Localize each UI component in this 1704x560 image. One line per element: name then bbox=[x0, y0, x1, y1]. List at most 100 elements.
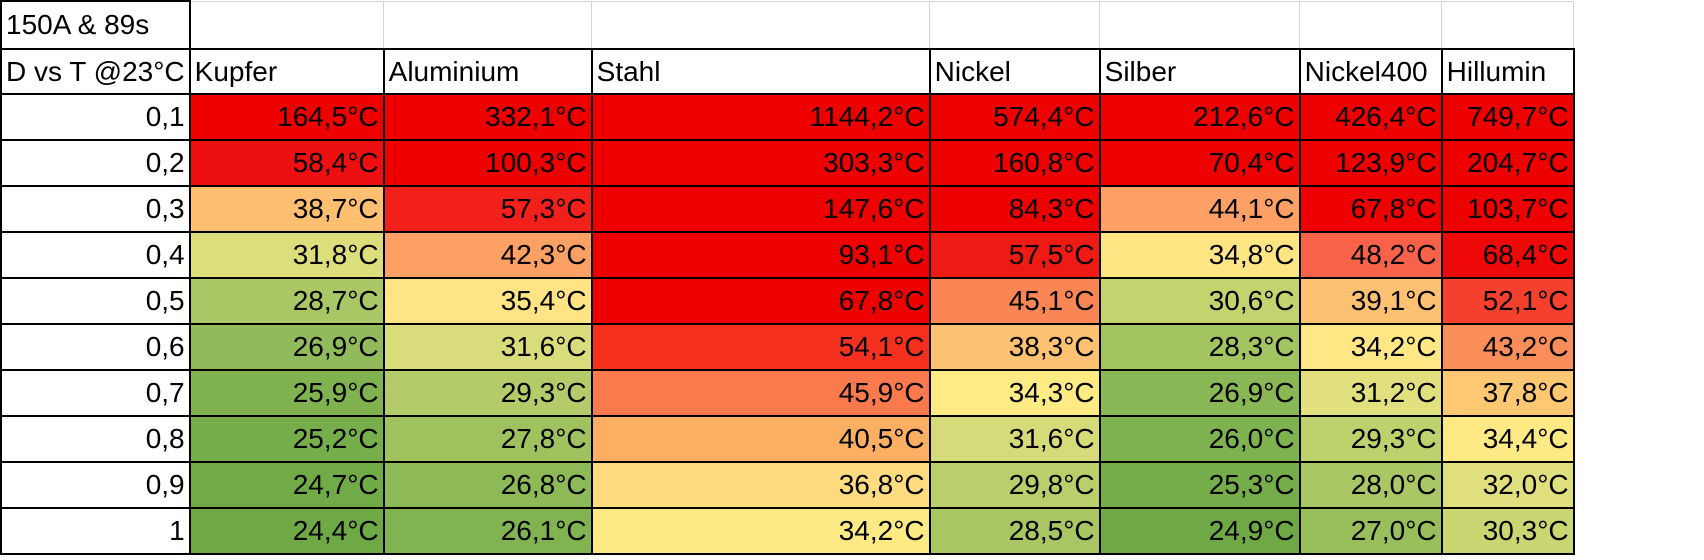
temperature-cell[interactable]: 26,0°C bbox=[1098, 415, 1301, 463]
row-label[interactable]: 0,4 bbox=[0, 231, 191, 279]
temperature-cell[interactable]: 1144,2°C bbox=[590, 93, 931, 141]
temperature-cell[interactable]: 160,8°C bbox=[928, 139, 1101, 187]
temperature-cell[interactable]: 34,2°C bbox=[1298, 323, 1443, 371]
temperature-cell[interactable]: 103,7°C bbox=[1440, 185, 1575, 233]
temperature-cell[interactable]: 31,8°C bbox=[188, 231, 385, 279]
temperature-cell[interactable]: 31,2°C bbox=[1298, 369, 1443, 417]
temperature-cell[interactable]: 204,7°C bbox=[1440, 139, 1575, 187]
temperature-cell[interactable]: 574,4°C bbox=[928, 93, 1101, 141]
row-label[interactable]: 0,2 bbox=[0, 139, 191, 187]
temperature-cell[interactable]: 303,3°C bbox=[590, 139, 931, 187]
temperature-cell[interactable]: 34,4°C bbox=[1440, 415, 1575, 463]
table-row: 1 24,4°C 26,1°C 34,2°C 28,5°C 24,9°C 27,0°C 30,… bbox=[0, 507, 1575, 555]
temperature-cell[interactable]: 84,3°C bbox=[928, 185, 1101, 233]
corner-label[interactable]: D vs T @23°C bbox=[0, 48, 191, 95]
row-label[interactable]: 0,9 bbox=[0, 461, 191, 509]
table-row: 0,2 58,4°C 100,3°C 303,3°C 160,8°C 70,4°C 123,… bbox=[0, 139, 1575, 187]
table-row: 0,8 25,2°C 27,8°C 40,5°C 31,6°C 26,0°C 29,3°C 3… bbox=[0, 415, 1575, 463]
table-title[interactable]: 150A & 89s bbox=[0, 0, 191, 50]
temperature-cell[interactable]: 44,1°C bbox=[1098, 185, 1301, 233]
table-row: 0,4 31,8°C 42,3°C 93,1°C 57,5°C 34,8°C 48,2°C 6… bbox=[0, 231, 1575, 279]
empty-cell[interactable] bbox=[1441, 0, 1575, 50]
temperature-cell[interactable]: 100,3°C bbox=[382, 139, 593, 187]
temperature-cell[interactable]: 45,1°C bbox=[928, 277, 1101, 325]
temperature-cell[interactable]: 57,3°C bbox=[382, 185, 593, 233]
temperature-cell[interactable]: 26,8°C bbox=[382, 461, 593, 509]
temperature-cell[interactable]: 67,8°C bbox=[1298, 185, 1443, 233]
temperature-cell[interactable]: 54,1°C bbox=[590, 323, 931, 371]
temperature-cell[interactable]: 42,3°C bbox=[382, 231, 593, 279]
temperature-cell[interactable]: 32,0°C bbox=[1440, 461, 1575, 509]
column-header[interactable]: Nickel400 bbox=[1298, 48, 1443, 95]
temperature-cell[interactable]: 34,8°C bbox=[1098, 231, 1301, 279]
temperature-cell[interactable]: 749,7°C bbox=[1440, 93, 1575, 141]
temperature-cell[interactable]: 31,6°C bbox=[928, 415, 1101, 463]
row-label[interactable]: 0,8 bbox=[0, 415, 191, 463]
temperature-cell[interactable]: 28,7°C bbox=[188, 277, 385, 325]
column-header[interactable]: Hillumin bbox=[1440, 48, 1575, 95]
temperature-cell[interactable]: 52,1°C bbox=[1440, 277, 1575, 325]
temperature-cell[interactable]: 38,3°C bbox=[928, 323, 1101, 371]
column-header[interactable]: Stahl bbox=[590, 48, 931, 95]
row-label[interactable]: 0,3 bbox=[0, 185, 191, 233]
row-label[interactable]: 1 bbox=[0, 507, 191, 555]
temperature-cell[interactable]: 68,4°C bbox=[1440, 231, 1575, 279]
empty-cell[interactable] bbox=[189, 0, 385, 50]
temperature-cell[interactable]: 35,4°C bbox=[382, 277, 593, 325]
temperature-cell[interactable]: 29,8°C bbox=[928, 461, 1101, 509]
temperature-cell[interactable]: 27,8°C bbox=[382, 415, 593, 463]
temperature-cell[interactable]: 26,9°C bbox=[188, 323, 385, 371]
temperature-cell[interactable]: 48,2°C bbox=[1298, 231, 1443, 279]
temperature-cell[interactable]: 58,4°C bbox=[188, 139, 385, 187]
empty-cell[interactable] bbox=[591, 0, 931, 50]
temperature-cell[interactable]: 28,5°C bbox=[928, 507, 1101, 555]
temperature-cell[interactable]: 24,7°C bbox=[188, 461, 385, 509]
temperature-cell[interactable]: 164,5°C bbox=[188, 93, 385, 141]
temperature-cell[interactable]: 30,3°C bbox=[1440, 507, 1575, 555]
temperature-cell[interactable]: 24,9°C bbox=[1098, 507, 1301, 555]
empty-cell[interactable] bbox=[929, 0, 1101, 50]
row-label[interactable]: 0,7 bbox=[0, 369, 191, 417]
temperature-cell[interactable]: 70,4°C bbox=[1098, 139, 1301, 187]
empty-cell[interactable] bbox=[1099, 0, 1301, 50]
temperature-cell[interactable]: 67,8°C bbox=[590, 277, 931, 325]
temperature-cell[interactable]: 34,2°C bbox=[590, 507, 931, 555]
temperature-cell[interactable]: 31,6°C bbox=[382, 323, 593, 371]
temperature-cell[interactable]: 28,3°C bbox=[1098, 323, 1301, 371]
temperature-cell[interactable]: 123,9°C bbox=[1298, 139, 1443, 187]
temperature-cell[interactable]: 28,0°C bbox=[1298, 461, 1443, 509]
row-label[interactable]: 0,5 bbox=[0, 277, 191, 325]
temperature-cell[interactable]: 29,3°C bbox=[382, 369, 593, 417]
temperature-cell[interactable]: 93,1°C bbox=[590, 231, 931, 279]
column-header[interactable]: Nickel bbox=[928, 48, 1101, 95]
temperature-cell[interactable]: 37,8°C bbox=[1440, 369, 1575, 417]
temperature-cell[interactable]: 426,4°C bbox=[1298, 93, 1443, 141]
temperature-cell[interactable]: 26,1°C bbox=[382, 507, 593, 555]
temperature-cell[interactable]: 332,1°C bbox=[382, 93, 593, 141]
temperature-cell[interactable]: 30,6°C bbox=[1098, 277, 1301, 325]
temperature-cell[interactable]: 40,5°C bbox=[590, 415, 931, 463]
temperature-cell[interactable]: 24,4°C bbox=[188, 507, 385, 555]
temperature-cell[interactable]: 36,8°C bbox=[590, 461, 931, 509]
row-label[interactable]: 0,1 bbox=[0, 93, 191, 141]
temperature-cell[interactable]: 25,3°C bbox=[1098, 461, 1301, 509]
temperature-cell[interactable]: 29,3°C bbox=[1298, 415, 1443, 463]
row-label[interactable]: 0,6 bbox=[0, 323, 191, 371]
temperature-cell[interactable]: 38,7°C bbox=[188, 185, 385, 233]
column-header[interactable]: Kupfer bbox=[188, 48, 385, 95]
temperature-cell[interactable]: 34,3°C bbox=[928, 369, 1101, 417]
empty-cell[interactable] bbox=[383, 0, 593, 50]
temperature-cell[interactable]: 212,6°C bbox=[1098, 93, 1301, 141]
temperature-cell[interactable]: 45,9°C bbox=[590, 369, 931, 417]
temperature-cell[interactable]: 27,0°C bbox=[1298, 507, 1443, 555]
temperature-cell[interactable]: 57,5°C bbox=[928, 231, 1101, 279]
temperature-cell[interactable]: 25,2°C bbox=[188, 415, 385, 463]
temperature-cell[interactable]: 25,9°C bbox=[188, 369, 385, 417]
temperature-cell[interactable]: 147,6°C bbox=[590, 185, 931, 233]
temperature-cell[interactable]: 39,1°C bbox=[1298, 277, 1443, 325]
column-header[interactable]: Silber bbox=[1098, 48, 1301, 95]
temperature-cell[interactable]: 43,2°C bbox=[1440, 323, 1575, 371]
empty-cell[interactable] bbox=[1299, 0, 1443, 50]
temperature-cell[interactable]: 26,9°C bbox=[1098, 369, 1301, 417]
column-header[interactable]: Aluminium bbox=[382, 48, 593, 95]
